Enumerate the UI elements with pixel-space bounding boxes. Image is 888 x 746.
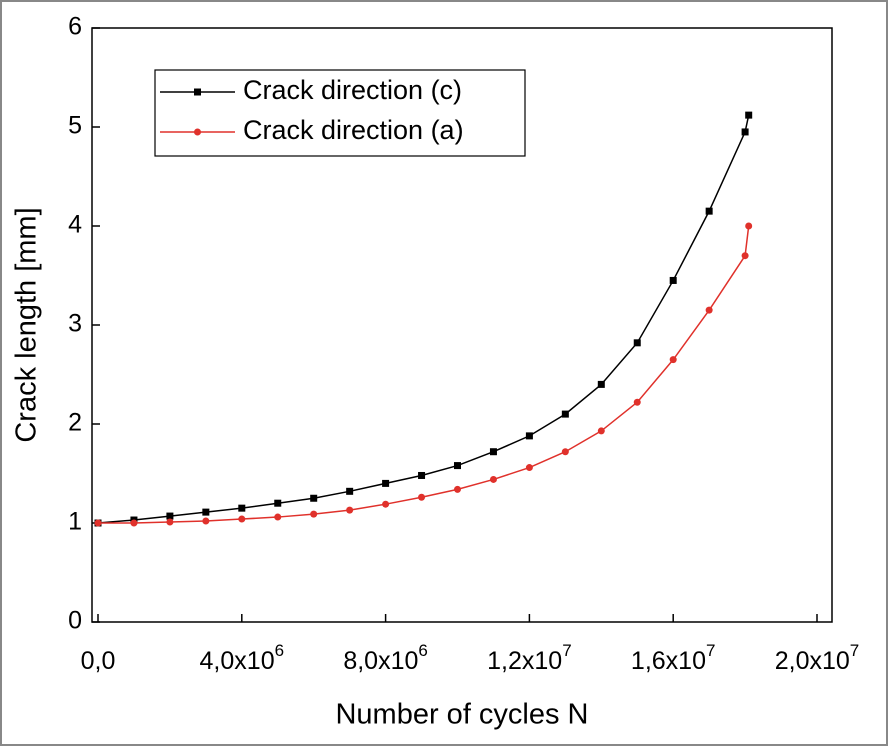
marker: [669, 356, 677, 364]
marker: [489, 475, 497, 483]
y-tick-label: 5: [68, 112, 82, 140]
marker: [202, 517, 210, 525]
x-tick-label: 0,0: [81, 647, 116, 675]
marker: [745, 111, 753, 119]
x-tick-label-exp: 7: [562, 641, 571, 660]
x-axis-title: Number of cycles N: [335, 699, 588, 731]
marker: [166, 518, 174, 526]
marker: [238, 504, 246, 512]
legend-label: Crack direction (c): [243, 75, 462, 105]
marker: [454, 462, 461, 470]
y-tick-label: 0: [68, 607, 82, 635]
y-tick-label: 4: [68, 211, 82, 239]
marker: [561, 448, 569, 456]
x-tick-label-exp: 6: [275, 641, 284, 660]
x-tick-label: 8,0x106: [343, 641, 428, 674]
marker: [130, 519, 138, 527]
legend-marker: [194, 88, 201, 96]
marker: [382, 500, 390, 508]
marker: [669, 276, 677, 284]
marker: [166, 512, 174, 520]
x-tick-label: 4,0x106: [200, 641, 285, 674]
marker: [274, 513, 282, 521]
marker: [525, 464, 533, 472]
marker: [633, 339, 641, 347]
y-tick-label: 1: [68, 508, 82, 536]
x-tick-label: 2,0x107: [775, 641, 860, 674]
legend-marker: [194, 128, 201, 136]
marker: [745, 222, 753, 230]
marker: [454, 485, 461, 493]
x-tick-label-base: 0,0: [81, 647, 116, 675]
x-tick-label-exp: 7: [706, 641, 715, 660]
marker: [705, 306, 713, 314]
x-tick-label-base: 8,0x10: [343, 647, 418, 675]
marker: [310, 510, 318, 518]
x-tick-label: 1,6x107: [631, 641, 716, 674]
x-tick-label: 1,2x107: [487, 641, 572, 674]
marker: [597, 380, 605, 388]
marker: [346, 487, 354, 495]
marker: [633, 398, 641, 406]
x-tick-label-base: 1,2x10: [487, 647, 562, 675]
marker: [94, 519, 102, 527]
marker: [238, 515, 246, 523]
marker: [705, 207, 713, 215]
marker: [489, 448, 497, 456]
marker: [310, 494, 318, 502]
legend-box: [154, 69, 526, 157]
series-line: [98, 225, 750, 524]
y-tick-label: 3: [68, 310, 82, 338]
marker: [525, 432, 533, 440]
y-tick-label: 6: [68, 13, 82, 41]
x-tick-label-base: 2,0x10: [775, 647, 850, 675]
legend-label: Crack direction (a): [243, 115, 464, 145]
marker: [741, 128, 749, 136]
marker: [202, 508, 210, 516]
marker: [346, 506, 354, 514]
marker: [561, 410, 569, 418]
marker: [418, 493, 426, 501]
marker: [274, 499, 282, 507]
y-axis-title: Crack length [mm]: [11, 207, 43, 442]
series-line: [97, 114, 750, 524]
y-tick-label: 2: [68, 409, 82, 437]
x-tick-label-base: 4,0x10: [200, 647, 275, 675]
marker: [597, 427, 605, 435]
x-tick-label-exp: 6: [418, 641, 427, 660]
marker: [382, 479, 390, 487]
x-tick-label-exp: 7: [850, 641, 859, 660]
x-tick-label-base: 1,6x10: [631, 647, 706, 675]
marker: [418, 471, 426, 479]
marker: [741, 252, 749, 260]
